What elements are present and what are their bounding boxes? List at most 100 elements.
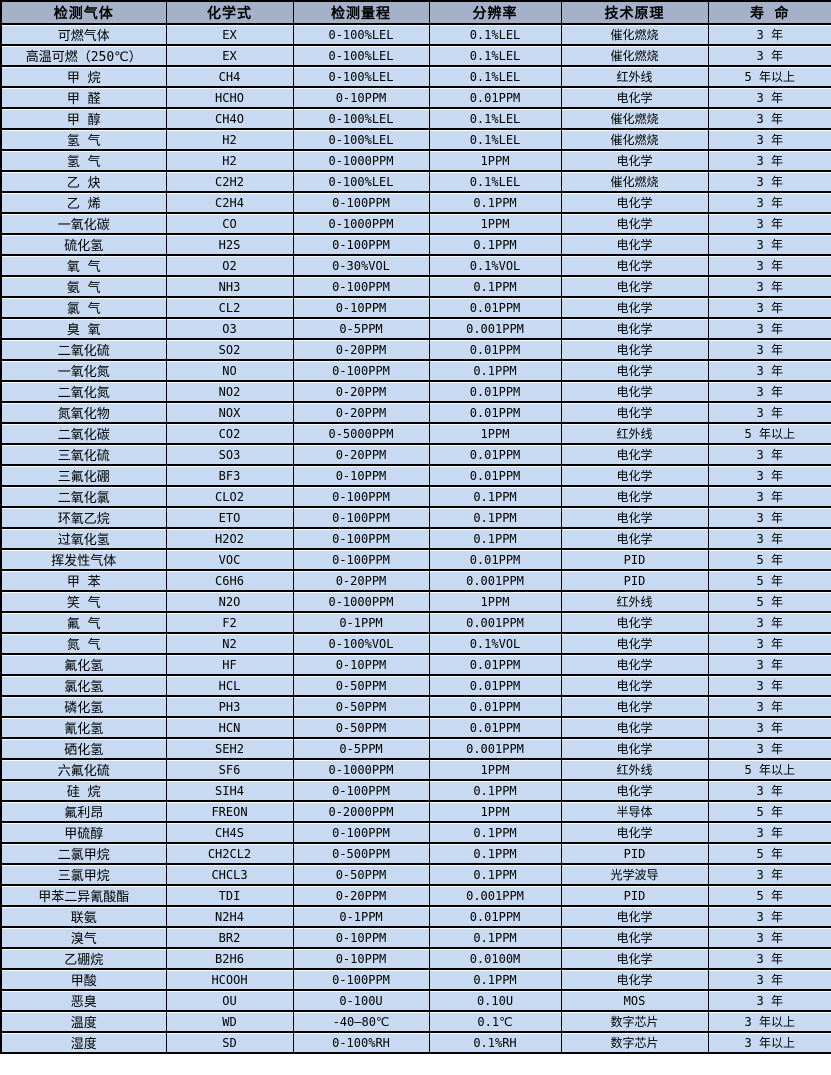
table-row: 过氧化氢 H2O2 0-100PPM 0.1PPM 电化学 3 年 xyxy=(0,527,831,550)
cell-resolution: 1PPM xyxy=(428,149,562,172)
cell-formula: H2 xyxy=(165,128,294,151)
cell-principle: 电化学 xyxy=(560,191,709,214)
table-row: 湿度 SD 0-100%RH 0.1%RH 数字芯片 3 年以上 xyxy=(0,1031,831,1054)
cell-lifespan: 3 年 xyxy=(707,254,831,277)
table-row: 氰化氢 HCN 0-50PPM 0.01PPM 电化学 3 年 xyxy=(0,716,831,739)
cell-principle: 催化燃烧 xyxy=(560,23,709,46)
cell-lifespan: 5 年 xyxy=(707,548,831,571)
cell-range: 0-50PPM xyxy=(292,716,430,739)
cell-range: 0-100%LEL xyxy=(292,107,430,130)
cell-principle: 电化学 xyxy=(560,380,709,403)
column-header-lifespan: 寿 命 xyxy=(707,0,831,25)
table-body: 可燃气体 EX 0-100%LEL 0.1%LEL 催化燃烧 3 年高温可燃（250℃） E… xyxy=(0,23,831,1054)
cell-gas: 氟 气 xyxy=(0,611,167,634)
cell-formula: CO xyxy=(165,212,294,235)
cell-lifespan: 3 年 xyxy=(707,947,831,970)
cell-gas: 氟利昂 xyxy=(0,800,167,823)
cell-range: 0-100%LEL xyxy=(292,65,430,88)
cell-range: 0-20PPM xyxy=(292,569,430,592)
cell-lifespan: 3 年 xyxy=(707,674,831,697)
table-row: 可燃气体 EX 0-100%LEL 0.1%LEL 催化燃烧 3 年 xyxy=(0,23,831,46)
cell-principle: 红外线 xyxy=(560,758,709,781)
cell-range: 0-20PPM xyxy=(292,443,430,466)
cell-range: 0-2000PPM xyxy=(292,800,430,823)
cell-gas: 氮 气 xyxy=(0,632,167,655)
table-row: 甲 醛 HCHO 0-10PPM 0.01PPM 电化学 3 年 xyxy=(0,86,831,109)
table-row: 高温可燃（250℃） EX 0-100%LEL 0.1%LEL 催化燃烧 3 年 xyxy=(0,44,831,67)
cell-lifespan: 3 年 xyxy=(707,107,831,130)
cell-lifespan: 3 年 xyxy=(707,779,831,802)
column-header-range: 检测量程 xyxy=(292,0,430,25)
cell-gas: 硫化氢 xyxy=(0,233,167,256)
column-header-gas: 检测气体 xyxy=(0,0,167,25)
cell-range: 0-1PPM xyxy=(292,905,430,928)
cell-principle: PID xyxy=(560,884,709,907)
cell-principle: 电化学 xyxy=(560,947,709,970)
cell-resolution: 0.001PPM xyxy=(428,611,562,634)
cell-resolution: 0.1%LEL xyxy=(428,44,562,67)
cell-gas: 磷化氢 xyxy=(0,695,167,718)
table-row: 恶臭 OU 0-100U 0.10U MOS 3 年 xyxy=(0,989,831,1012)
cell-principle: 催化燃烧 xyxy=(560,170,709,193)
cell-gas: 三氟化硼 xyxy=(0,464,167,487)
cell-range: 0-100PPM xyxy=(292,485,430,508)
cell-lifespan: 5 年 xyxy=(707,800,831,823)
cell-principle: 数字芯片 xyxy=(560,1010,709,1033)
cell-resolution: 0.1PPM xyxy=(428,779,562,802)
cell-gas: 联氨 xyxy=(0,905,167,928)
table-row: 氮氧化物 NOX 0-20PPM 0.01PPM 电化学 3 年 xyxy=(0,401,831,424)
cell-formula: O2 xyxy=(165,254,294,277)
cell-range: 0-100PPM xyxy=(292,506,430,529)
cell-principle: 数字芯片 xyxy=(560,1031,709,1054)
cell-resolution: 0.1%LEL xyxy=(428,128,562,151)
cell-gas: 溴气 xyxy=(0,926,167,949)
cell-formula: HCN xyxy=(165,716,294,739)
cell-resolution: 0.1PPM xyxy=(428,191,562,214)
cell-range: 0-1000PPM xyxy=(292,758,430,781)
cell-resolution: 1PPM xyxy=(428,212,562,235)
cell-range: 0-100PPM xyxy=(292,359,430,382)
table-row: 二氧化氮 NO2 0-20PPM 0.01PPM 电化学 3 年 xyxy=(0,380,831,403)
cell-formula: NO xyxy=(165,359,294,382)
cell-gas: 甲硫醇 xyxy=(0,821,167,844)
table-row: 环氧乙烷 ETO 0-100PPM 0.1PPM 电化学 3 年 xyxy=(0,506,831,529)
table-row: 一氧化碳 CO 0-1000PPM 1PPM 电化学 3 年 xyxy=(0,212,831,235)
cell-formula: NOX xyxy=(165,401,294,424)
cell-resolution: 0.1%VOL xyxy=(428,632,562,655)
cell-principle: PID xyxy=(560,842,709,865)
table-row: 笑 气 N2O 0-1000PPM 1PPM 红外线 5 年 xyxy=(0,590,831,613)
cell-resolution: 0.1PPM xyxy=(428,506,562,529)
cell-formula: HF xyxy=(165,653,294,676)
cell-lifespan: 3 年 xyxy=(707,737,831,760)
cell-gas: 乙 炔 xyxy=(0,170,167,193)
cell-principle: 电化学 xyxy=(560,653,709,676)
cell-formula: FREON xyxy=(165,800,294,823)
cell-resolution: 0.1PPM xyxy=(428,275,562,298)
cell-gas: 恶臭 xyxy=(0,989,167,1012)
cell-resolution: 0.1PPM xyxy=(428,968,562,991)
cell-range: 0-1000PPM xyxy=(292,590,430,613)
cell-lifespan: 5 年 xyxy=(707,884,831,907)
cell-resolution: 0.10U xyxy=(428,989,562,1012)
table-row: 乙 烯 C2H4 0-100PPM 0.1PPM 电化学 3 年 xyxy=(0,191,831,214)
cell-formula: CH4S xyxy=(165,821,294,844)
cell-principle: 电化学 xyxy=(560,338,709,361)
cell-range: 0-5PPM xyxy=(292,317,430,340)
cell-principle: MOS xyxy=(560,989,709,1012)
cell-principle: 电化学 xyxy=(560,737,709,760)
table-row: 三氟化硼 BF3 0-10PPM 0.01PPM 电化学 3 年 xyxy=(0,464,831,487)
cell-principle: 红外线 xyxy=(560,590,709,613)
cell-gas: 氯化氢 xyxy=(0,674,167,697)
table-row: 二氧化碳 CO2 0-5000PPM 1PPM 红外线 5 年以上 xyxy=(0,422,831,445)
cell-range: 0-20PPM xyxy=(292,884,430,907)
cell-range: 0-20PPM xyxy=(292,380,430,403)
table-row: 氯化氢 HCL 0-50PPM 0.01PPM 电化学 3 年 xyxy=(0,674,831,697)
cell-range: 0-100%LEL xyxy=(292,170,430,193)
cell-gas: 氯 气 xyxy=(0,296,167,319)
cell-principle: PID xyxy=(560,548,709,571)
cell-principle: 半导体 xyxy=(560,800,709,823)
cell-formula: BR2 xyxy=(165,926,294,949)
cell-formula: SD xyxy=(165,1031,294,1054)
cell-gas: 硒化氢 xyxy=(0,737,167,760)
cell-lifespan: 3 年 xyxy=(707,296,831,319)
